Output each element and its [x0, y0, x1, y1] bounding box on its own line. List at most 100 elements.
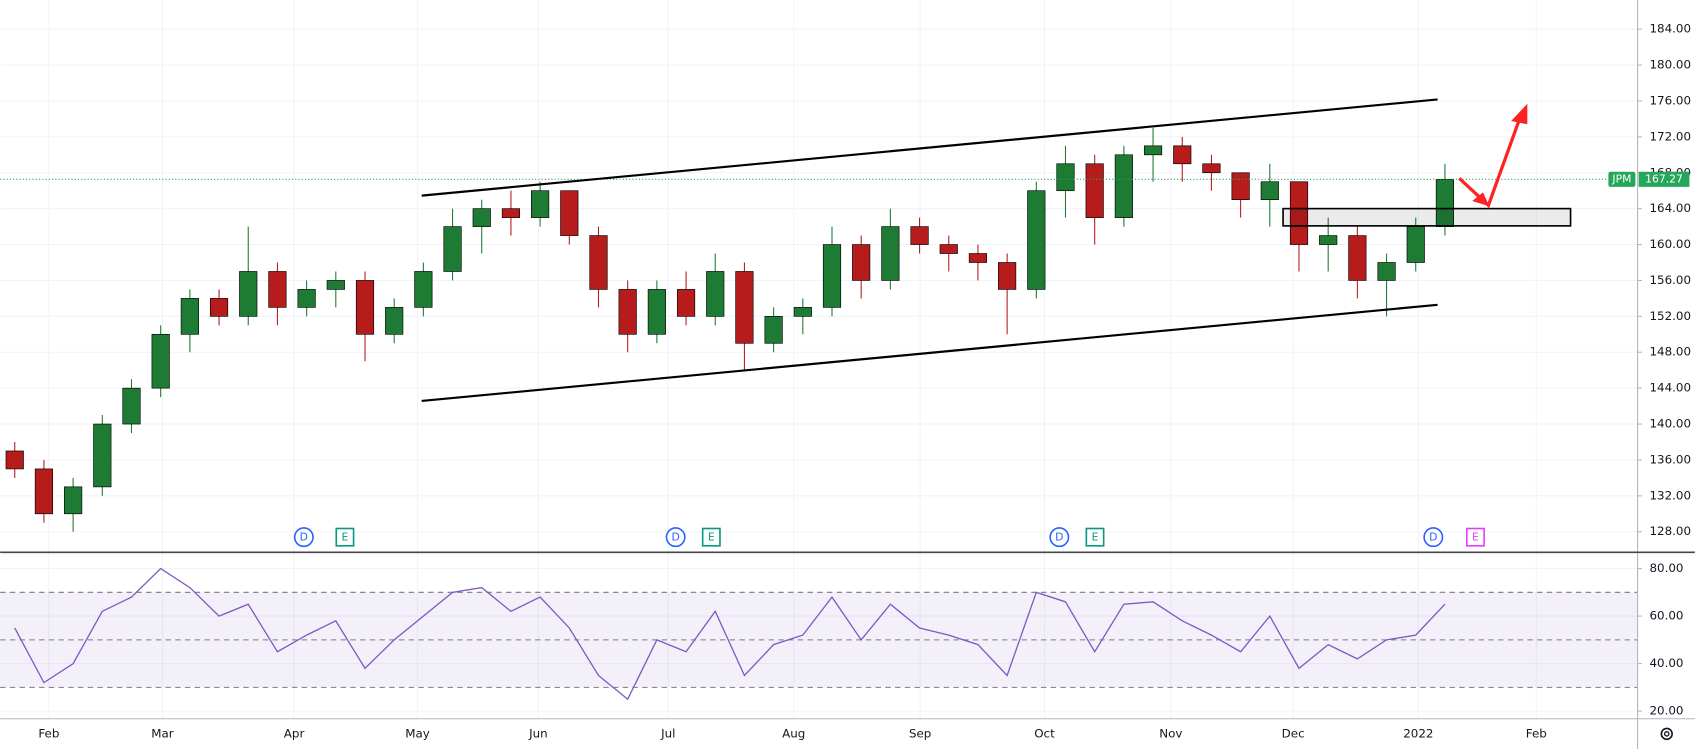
- candle-body: [1377, 262, 1396, 281]
- candle-body: [560, 190, 579, 236]
- candle-body: [1085, 163, 1104, 218]
- candle-body: [1143, 145, 1163, 156]
- candle-body: [355, 280, 375, 335]
- event-marker: [665, 527, 686, 548]
- drawings: [421, 98, 1572, 403]
- symbol-label: JPM: [1611, 172, 1631, 185]
- settings-icon[interactable]: [1660, 727, 1673, 741]
- y-tick-label: 172.00: [1649, 129, 1691, 143]
- y-tick-label: 40.00: [1649, 656, 1683, 670]
- axes: Feb Mar Apr May Jun Jul Aug Sep Oct Nov Dec 2022 Feb…: [38, 22, 1691, 741]
- event-marker: [1423, 527, 1444, 548]
- x-tick-label: Nov: [1159, 726, 1182, 740]
- y-tick-label: 148.00: [1649, 345, 1691, 359]
- candle-body: [209, 298, 229, 317]
- y-tick-label: 160.00: [1649, 237, 1691, 251]
- y-tick-label: 184.00: [1649, 22, 1691, 36]
- candle-body: [852, 244, 871, 281]
- event-marker: [1465, 527, 1485, 547]
- y-tick-label: 180.00: [1649, 58, 1691, 72]
- grid: [0, 0, 1638, 719]
- candle-body: [414, 271, 433, 308]
- x-tick-label: May: [405, 726, 430, 740]
- y-tick-label: 152.00: [1649, 309, 1691, 323]
- candle-body: [122, 387, 141, 425]
- x-tick-label: Dec: [1282, 726, 1305, 740]
- candle-body: [793, 307, 812, 317]
- candle-body: [968, 253, 988, 263]
- candle-body: [239, 271, 258, 317]
- candle-body: [676, 289, 696, 317]
- candle-body: [618, 289, 637, 335]
- event-label: D: [1429, 531, 1437, 544]
- event-marker: [1085, 527, 1105, 547]
- x-tick-label: Sep: [909, 726, 931, 740]
- event-marker: [293, 527, 314, 548]
- candle-body: [1202, 163, 1221, 174]
- x-tick-label: Jun: [528, 726, 548, 740]
- y-tick-label: 20.00: [1649, 704, 1683, 718]
- y-tick-label: 176.00: [1649, 93, 1691, 107]
- candle-body: [1173, 145, 1192, 165]
- y-tick-label: 140.00: [1649, 417, 1691, 431]
- y-tick-label: 60.00: [1649, 609, 1683, 623]
- y-tick-label: 80.00: [1649, 561, 1683, 575]
- channel-upper: [421, 98, 1438, 197]
- event-label: E: [1092, 531, 1099, 544]
- event-marker: [335, 527, 355, 547]
- x-tick-label: Feb: [1526, 726, 1547, 740]
- gear-center: [1663, 731, 1670, 737]
- event-label: E: [342, 531, 349, 544]
- candle-body: [910, 226, 929, 245]
- candle-body: [180, 298, 199, 335]
- candle-body: [64, 486, 83, 515]
- arrow-head: [1511, 103, 1528, 125]
- candle-body: [1231, 172, 1250, 201]
- event-label: E: [1472, 531, 1479, 544]
- channel-lower: [421, 303, 1438, 403]
- y-tick-label: 156.00: [1649, 273, 1691, 287]
- candle-body: [93, 423, 112, 488]
- y-tick-label: 128.00: [1649, 524, 1691, 538]
- event-label: D: [1055, 531, 1063, 544]
- candle-body: [151, 333, 170, 389]
- candle-body: [268, 271, 287, 308]
- candle-body: [326, 280, 345, 290]
- candle-body: [1114, 154, 1133, 218]
- candle-body: [1406, 226, 1425, 263]
- candle-body: [1348, 235, 1367, 281]
- price-badge: [1638, 171, 1690, 187]
- x-tick-label: Aug: [782, 726, 805, 740]
- x-tick-label: Mar: [151, 726, 174, 740]
- candle-body: [706, 271, 725, 317]
- event-label: E: [708, 531, 715, 544]
- candle-body: [472, 208, 491, 227]
- last-price-label: 167.27: [1645, 172, 1683, 185]
- x-tick-label: Feb: [38, 726, 59, 740]
- candle-body: [531, 190, 550, 218]
- candle-body: [735, 271, 754, 344]
- candle-body: [297, 289, 316, 308]
- rsi-line: [14, 567, 1446, 701]
- candle-body: [1260, 181, 1279, 201]
- symbol-badge: [1608, 171, 1636, 187]
- candle-body: [1056, 163, 1075, 192]
- candle-body: [1027, 190, 1046, 290]
- candle-body: [1319, 235, 1338, 245]
- x-tick-label: Oct: [1034, 726, 1055, 740]
- event-marker: [1049, 527, 1070, 548]
- candle-body: [385, 307, 404, 335]
- candle-body: [589, 235, 608, 290]
- candle-body: [764, 316, 783, 344]
- event-marker: [701, 527, 721, 547]
- y-tick-label: 144.00: [1649, 381, 1691, 395]
- zone-rectangle: [1282, 207, 1572, 227]
- gear[interactable]: [1660, 727, 1673, 741]
- candle-body: [443, 226, 462, 272]
- candle-body: [501, 208, 521, 218]
- candle-body: [881, 226, 900, 281]
- candle-body: [1289, 181, 1309, 245]
